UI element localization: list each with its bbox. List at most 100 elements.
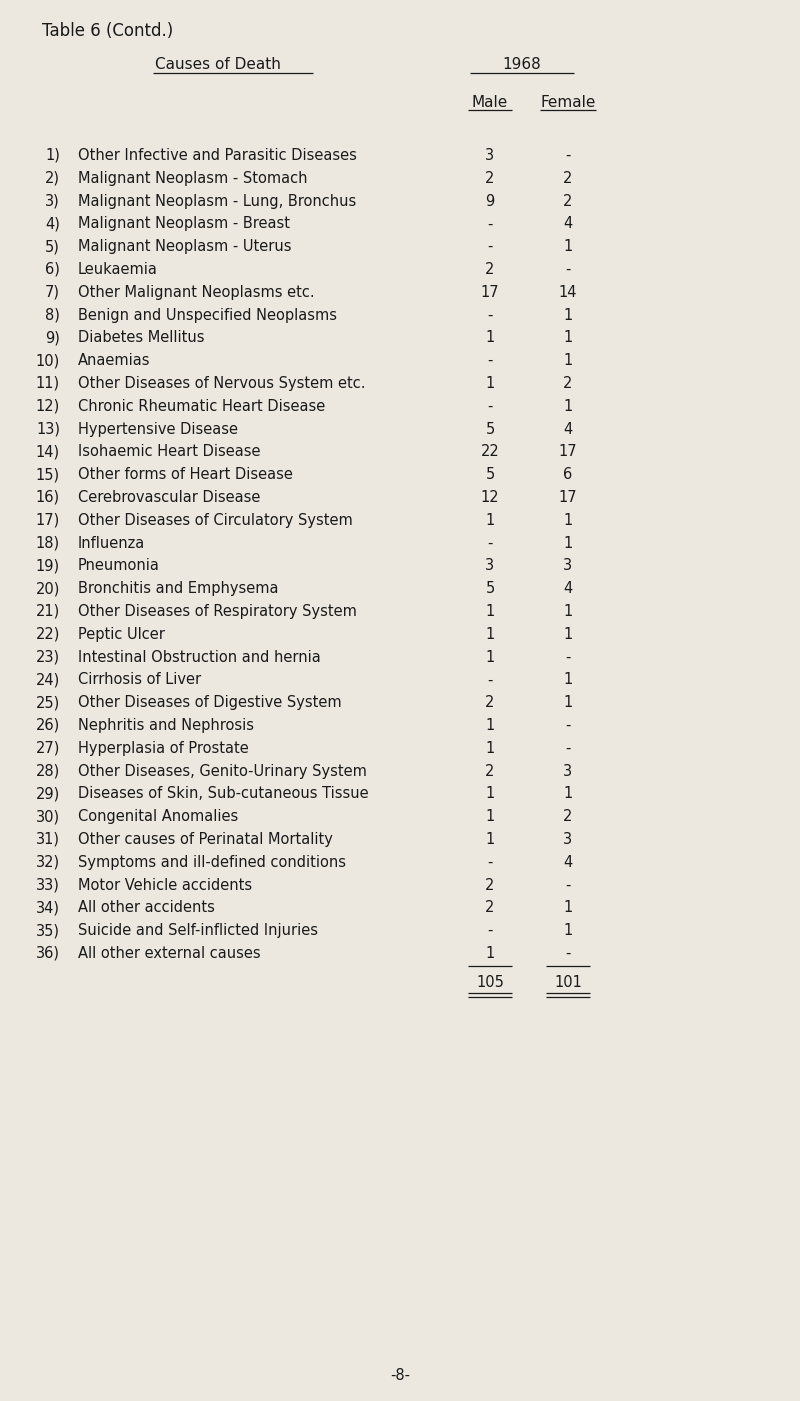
Text: Malignant Neoplasm - Lung, Bronchus: Malignant Neoplasm - Lung, Bronchus [78, 193, 356, 209]
Text: Other Diseases of Nervous System etc.: Other Diseases of Nervous System etc. [78, 375, 366, 391]
Text: 2): 2) [45, 171, 60, 186]
Text: -: - [487, 240, 493, 254]
Text: 105: 105 [476, 975, 504, 989]
Text: 25): 25) [36, 695, 60, 710]
Text: All other external causes: All other external causes [78, 946, 261, 961]
Text: 22): 22) [36, 626, 60, 642]
Text: 24): 24) [36, 672, 60, 688]
Text: 1: 1 [563, 331, 573, 346]
Text: 5: 5 [486, 467, 494, 482]
Text: -: - [566, 741, 570, 755]
Text: 27): 27) [36, 741, 60, 755]
Text: 1: 1 [486, 741, 494, 755]
Text: Intestinal Obstruction and hernia: Intestinal Obstruction and hernia [78, 650, 321, 664]
Text: 3: 3 [486, 149, 494, 163]
Text: 1: 1 [486, 946, 494, 961]
Text: Suicide and Self-inflicted Injuries: Suicide and Self-inflicted Injuries [78, 923, 318, 939]
Text: 10): 10) [36, 353, 60, 368]
Text: 1: 1 [563, 399, 573, 413]
Text: 12): 12) [36, 399, 60, 413]
Text: Malignant Neoplasm - Stomach: Malignant Neoplasm - Stomach [78, 171, 307, 186]
Text: 2: 2 [563, 193, 573, 209]
Text: -: - [487, 399, 493, 413]
Text: 5): 5) [45, 240, 60, 254]
Text: Pneumonia: Pneumonia [78, 559, 160, 573]
Text: -: - [566, 946, 570, 961]
Text: -: - [566, 717, 570, 733]
Text: Diabetes Mellitus: Diabetes Mellitus [78, 331, 205, 346]
Text: 13): 13) [36, 422, 60, 437]
Text: -8-: -8- [390, 1367, 410, 1383]
Text: 1: 1 [563, 672, 573, 688]
Text: 17): 17) [36, 513, 60, 528]
Text: 33): 33) [36, 877, 60, 892]
Text: 9): 9) [45, 331, 60, 346]
Text: 1: 1 [486, 604, 494, 619]
Text: 1: 1 [563, 626, 573, 642]
Text: 2: 2 [486, 764, 494, 779]
Text: Female: Female [540, 95, 596, 111]
Text: 2: 2 [563, 375, 573, 391]
Text: 23): 23) [36, 650, 60, 664]
Text: 2: 2 [486, 171, 494, 186]
Text: 4: 4 [563, 855, 573, 870]
Text: 34): 34) [36, 901, 60, 915]
Text: Other causes of Perinatal Mortality: Other causes of Perinatal Mortality [78, 832, 333, 848]
Text: -: - [487, 672, 493, 688]
Text: Peptic Ulcer: Peptic Ulcer [78, 626, 165, 642]
Text: Motor Vehicle accidents: Motor Vehicle accidents [78, 877, 252, 892]
Text: 1: 1 [486, 786, 494, 801]
Text: 26): 26) [36, 717, 60, 733]
Text: 1: 1 [486, 650, 494, 664]
Text: 2: 2 [486, 901, 494, 915]
Text: -: - [487, 308, 493, 322]
Text: 1: 1 [563, 513, 573, 528]
Text: 1: 1 [563, 923, 573, 939]
Text: 6: 6 [563, 467, 573, 482]
Text: All other accidents: All other accidents [78, 901, 215, 915]
Text: 1: 1 [563, 240, 573, 254]
Text: 17: 17 [558, 490, 578, 504]
Text: 2: 2 [486, 262, 494, 277]
Text: Symptoms and ill-defined conditions: Symptoms and ill-defined conditions [78, 855, 346, 870]
Text: -: - [487, 923, 493, 939]
Text: Nephritis and Nephrosis: Nephritis and Nephrosis [78, 717, 254, 733]
Text: Congenital Anomalies: Congenital Anomalies [78, 810, 238, 824]
Text: Other Infective and Parasitic Diseases: Other Infective and Parasitic Diseases [78, 149, 357, 163]
Text: 1: 1 [486, 331, 494, 346]
Text: 3: 3 [563, 764, 573, 779]
Text: -: - [566, 262, 570, 277]
Text: Isohaemic Heart Disease: Isohaemic Heart Disease [78, 444, 261, 460]
Text: 5: 5 [486, 422, 494, 437]
Text: 32): 32) [36, 855, 60, 870]
Text: -: - [566, 877, 570, 892]
Text: 1: 1 [486, 513, 494, 528]
Text: 1: 1 [486, 375, 494, 391]
Text: Hyperplasia of Prostate: Hyperplasia of Prostate [78, 741, 249, 755]
Text: 2: 2 [563, 810, 573, 824]
Text: 7): 7) [45, 284, 60, 300]
Text: 4: 4 [563, 216, 573, 231]
Text: Table 6 (Contd.): Table 6 (Contd.) [42, 22, 174, 41]
Text: 36): 36) [36, 946, 60, 961]
Text: Other Diseases of Circulatory System: Other Diseases of Circulatory System [78, 513, 353, 528]
Text: Other Diseases, Genito-Urinary System: Other Diseases, Genito-Urinary System [78, 764, 367, 779]
Text: 12: 12 [481, 490, 499, 504]
Text: 1: 1 [486, 626, 494, 642]
Text: Male: Male [472, 95, 508, 111]
Text: -: - [487, 216, 493, 231]
Text: -: - [487, 855, 493, 870]
Text: 101: 101 [554, 975, 582, 989]
Text: 11): 11) [36, 375, 60, 391]
Text: 6): 6) [45, 262, 60, 277]
Text: 3: 3 [486, 559, 494, 573]
Text: 5: 5 [486, 581, 494, 597]
Text: 4: 4 [563, 581, 573, 597]
Text: -: - [566, 149, 570, 163]
Text: 17: 17 [481, 284, 499, 300]
Text: 30): 30) [36, 810, 60, 824]
Text: -: - [487, 535, 493, 551]
Text: 1: 1 [563, 604, 573, 619]
Text: 1: 1 [563, 308, 573, 322]
Text: 1: 1 [563, 901, 573, 915]
